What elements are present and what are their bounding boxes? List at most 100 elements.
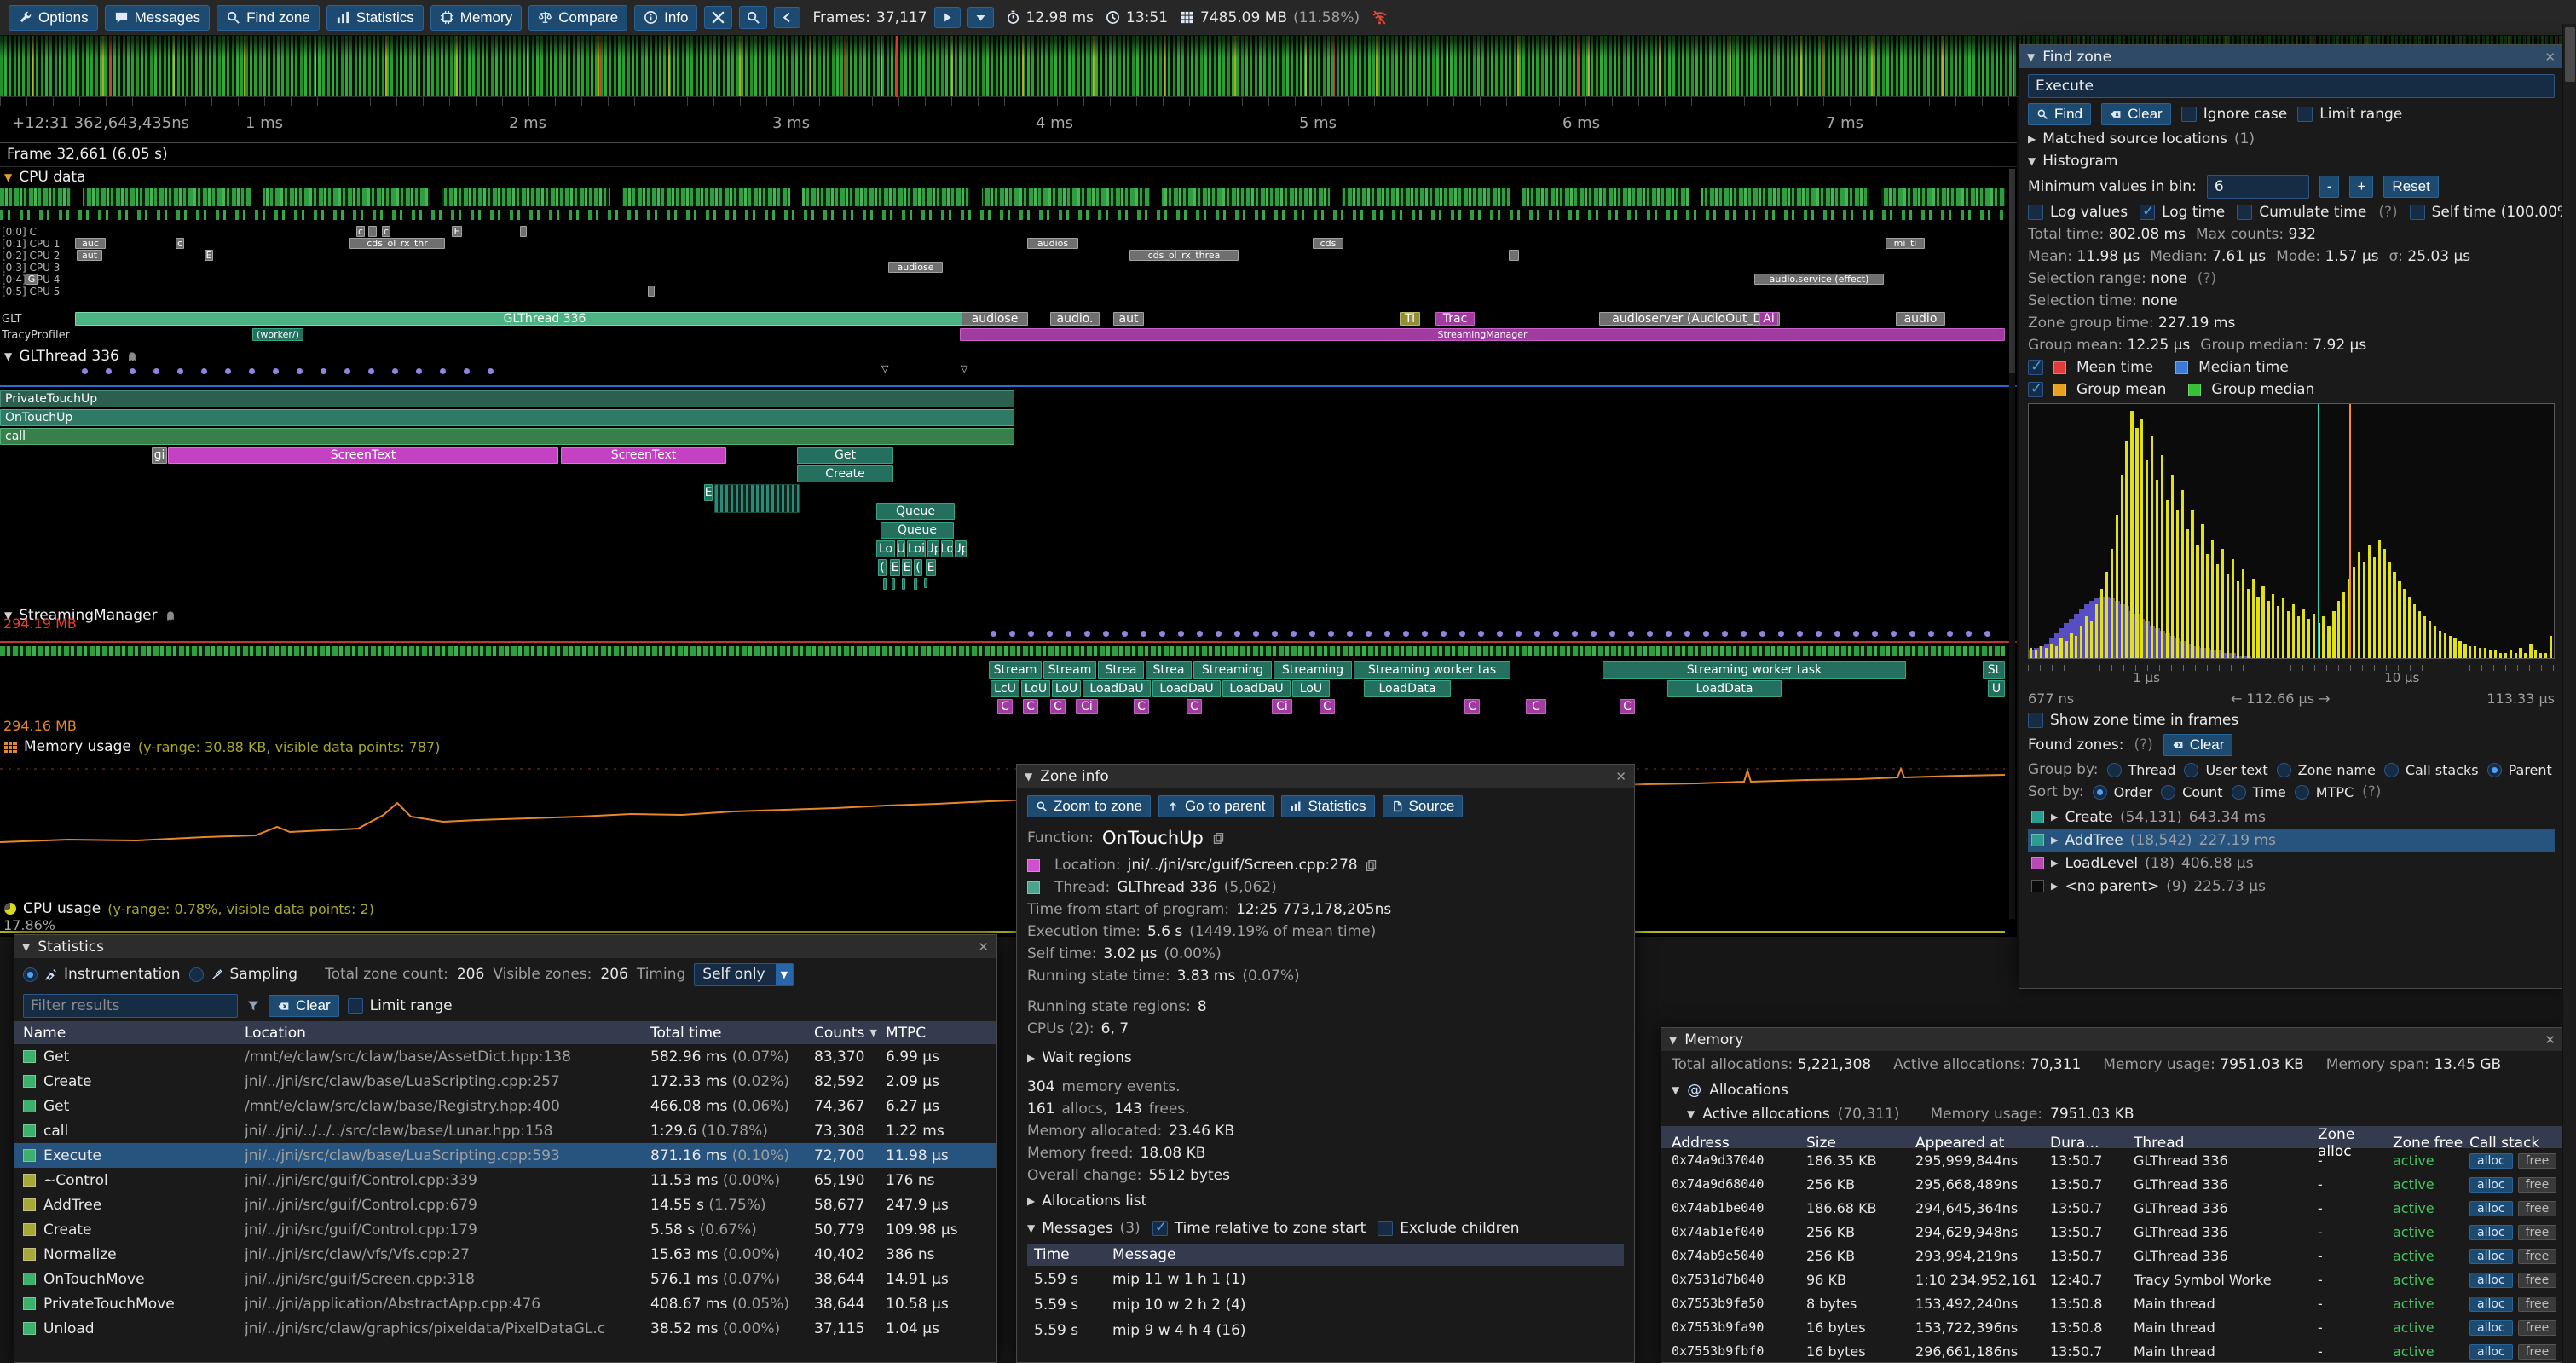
sort-by-radio[interactable]: Order — [2092, 784, 2152, 800]
sort-by-radio[interactable]: Count — [2161, 784, 2223, 800]
sampling-radio[interactable]: Sampling — [188, 966, 297, 983]
timeline-zone[interactable]: LoadDaU — [1152, 680, 1221, 697]
cumulate-time-checkbox[interactable]: Cumulate time — [2237, 204, 2366, 221]
statistics-table-row[interactable]: Get /mnt/e/claw/src/claw/base/AssetDict.… — [14, 1044, 996, 1069]
timing-combo[interactable]: Self only ▼ — [694, 962, 794, 986]
timeline-zone[interactable]: Streaming — [1193, 661, 1272, 679]
group-by-radio[interactable]: User text — [2184, 762, 2268, 778]
timeline-zone[interactable]: E — [890, 559, 900, 576]
timeline-zone[interactable]: audio — [1896, 312, 1945, 326]
group-by-radio[interactable]: Parent — [2486, 762, 2552, 778]
timeline-zone[interactable]: Trac — [1435, 312, 1475, 326]
min-bin-input[interactable] — [2206, 175, 2309, 199]
timeline-zone[interactable] — [892, 578, 895, 590]
messages-button[interactable]: Messages — [104, 4, 211, 31]
timeline-zone[interactable]: E — [704, 484, 713, 501]
clear-button[interactable]: Clear — [269, 995, 339, 1017]
statistics-table-row[interactable]: Create jni/../jni/src/claw/base/LuaScrip… — [14, 1069, 996, 1094]
zone-statistics-button[interactable]: Statistics — [1281, 795, 1375, 817]
timeline-zone[interactable]: Streaming — [1274, 661, 1352, 679]
memory-usage-header[interactable]: Memory usage (y-range: 30.88 KB, visible… — [4, 738, 440, 755]
self-time-checkbox[interactable]: Self time (100.00%) — [2409, 204, 2563, 221]
timeline-zone[interactable]: Stream — [1043, 661, 1096, 679]
timeline-zone[interactable]: C — [997, 699, 1013, 714]
collapse-icon[interactable]: ▼ — [4, 350, 13, 362]
timeline-zone[interactable]: cds_ol_rx_thr — [349, 238, 445, 249]
timeline-zone[interactable]: LoadDaU — [1222, 680, 1291, 697]
cpu-data-header[interactable]: ▼ CPU data — [4, 169, 86, 186]
matched-locations-toggle[interactable]: ▶ Matched source locations (1) — [2028, 130, 2255, 147]
timeline-zone[interactable]: audiose — [962, 312, 1028, 326]
statistics-table-row[interactable]: Create jni/../jni/src/guif/Control.cpp:1… — [14, 1217, 996, 1242]
timeline-zone[interactable]: gi — [152, 447, 167, 464]
collapse-icon[interactable]: ▼ — [22, 940, 31, 953]
collapse-icon[interactable]: ▼ — [2027, 50, 2036, 63]
active-allocations-toggle[interactable]: ▼ Active allocations (70,311) Memory usa… — [1687, 1106, 2134, 1123]
allocations-toggle[interactable]: ▼ @ Allocations — [1672, 1082, 1788, 1099]
timeline-zone[interactable]: Strea — [1098, 661, 1144, 679]
allocation-row[interactable]: 0x74ab1ef040 256 KB 294,629,948ns 13:50.… — [1661, 1220, 2563, 1244]
free-callstack-button[interactable]: free — [2517, 1297, 2557, 1312]
allocation-row[interactable]: 0x74ab9e5040 256 KB 293,994,219ns 13:50.… — [1661, 1244, 2563, 1268]
timeline-zone[interactable]: Streaming worker tas — [1354, 661, 1510, 679]
timeline-zone[interactable]: audio.service (effect) — [1754, 274, 1884, 285]
timeline-zone[interactable]: call — [0, 428, 1014, 445]
timeline-zone[interactable]: E — [205, 250, 213, 261]
timeline-zone[interactable]: cds_ol_rx_threa — [1129, 250, 1239, 261]
instrumentation-radio[interactable]: Instrumentation — [23, 966, 181, 983]
info-button[interactable]: Info — [634, 4, 698, 31]
source-button[interactable]: Source — [1382, 795, 1464, 817]
timeline-zone[interactable]: Queue — [876, 503, 955, 520]
free-callstack-button[interactable]: free — [2517, 1320, 2557, 1336]
timeline-zone[interactable]: auc — [75, 238, 106, 249]
free-callstack-button[interactable]: free — [2517, 1153, 2557, 1169]
wifi-off-icon[interactable] — [1372, 9, 1388, 26]
timeline-zone[interactable]: aut — [77, 250, 102, 261]
timeline-zone[interactable]: Ci — [1076, 699, 1098, 714]
memory-titlebar[interactable]: ▼ Memory ✕ — [1661, 1028, 2563, 1051]
alloc-callstack-button[interactable]: alloc — [2469, 1273, 2513, 1288]
app-scrollbar[interactable] — [2562, 24, 2576, 1363]
ignore-case-checkbox[interactable]: Ignore case — [2180, 106, 2287, 123]
message-row[interactable]: 5.59 s mip 10 w 2 h 2 (4) — [1034, 1297, 1246, 1314]
timeline-zone[interactable]: Lo — [876, 540, 895, 557]
tools-button[interactable] — [704, 6, 733, 29]
time-ruler[interactable]: +12:31 362,643,435ns 1 ms 2 ms 3 ms 4 ms 5 m… — [0, 97, 2017, 143]
timeline-zone[interactable]: audio. — [1050, 312, 1100, 326]
statistics-table-row[interactable]: Unload jni/../jni/src/claw/graphics/pixe… — [14, 1316, 996, 1341]
timeline-zone[interactable]: C — [1526, 699, 1546, 714]
timeline-zone[interactable]: Strea — [1146, 661, 1192, 679]
log-values-checkbox[interactable]: Log values — [2028, 204, 2128, 221]
limit-range-checkbox[interactable]: Limit range — [2297, 106, 2402, 123]
reset-button[interactable]: Reset — [2383, 176, 2439, 198]
glthread-header[interactable]: ▼ GLThread 336 — [4, 348, 138, 365]
timeline-zone[interactable] — [902, 578, 905, 590]
timeline-zone[interactable]: C — [1134, 699, 1149, 714]
collapse-icon[interactable]: ▼ — [4, 171, 13, 183]
timeline-zone[interactable]: C — [1620, 699, 1635, 714]
sort-by-radio[interactable]: Time — [2231, 784, 2286, 800]
collapse-icon[interactable]: ▼ — [4, 609, 13, 621]
frame-dropdown-button[interactable] — [967, 7, 994, 28]
alloc-callstack-button[interactable]: alloc — [2469, 1297, 2513, 1312]
timeline-zone[interactable]: ScreenText — [168, 447, 558, 464]
memory-usage-plot[interactable] — [0, 767, 2005, 863]
timeline-zone[interactable]: LoadData — [1667, 680, 1782, 697]
timeline-zone[interactable] — [924, 578, 927, 588]
timeline-zone[interactable]: cds — [1313, 238, 1343, 249]
limit-range-checkbox[interactable]: Limit range — [347, 997, 453, 1014]
copy-icon[interactable] — [1365, 859, 1378, 872]
timeline-view[interactable]: Frame 32,661 (6.05 s) ▼ CPU data [0:0] C… — [0, 143, 2017, 937]
timeline-zone[interactable]: Up — [927, 540, 939, 557]
timeline-zone[interactable]: E — [926, 559, 936, 576]
free-callstack-button[interactable]: free — [2517, 1225, 2557, 1240]
timeline-zone[interactable]: StreamingManager — [960, 328, 2005, 341]
timeline-zone[interactable]: E — [452, 226, 462, 237]
timeline-zone[interactable]: Ci — [1272, 699, 1292, 714]
help-icon[interactable]: (?) — [2134, 736, 2153, 754]
streamingmanager-header[interactable]: ▼ StreamingManager — [4, 607, 176, 624]
timeline-zone[interactable] — [368, 226, 377, 237]
close-icon[interactable]: ✕ — [2544, 49, 2556, 65]
memory-button[interactable]: Memory — [430, 4, 523, 31]
help-icon[interactable]: (?) — [2197, 270, 2217, 287]
